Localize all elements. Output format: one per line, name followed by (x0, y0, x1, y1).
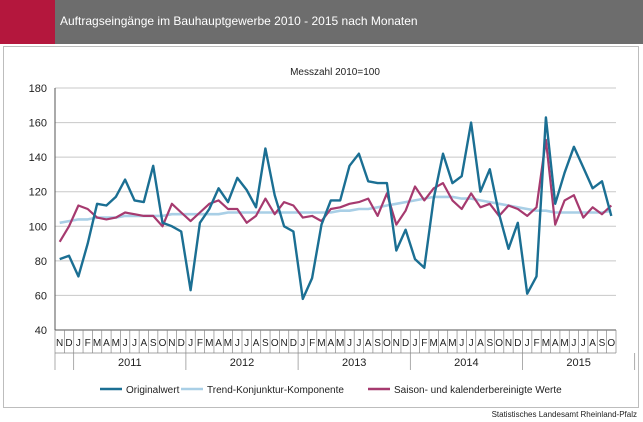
month-label: J (356, 338, 361, 349)
month-label: J (123, 338, 128, 349)
y-tick-label: 80 (35, 256, 47, 268)
month-label: A (589, 338, 596, 349)
month-label: O (607, 338, 615, 349)
year-label: 2015 (566, 357, 590, 369)
month-label: M (336, 338, 344, 349)
month-label: J (459, 338, 464, 349)
month-label: J (244, 338, 249, 349)
series-line (59, 116, 613, 301)
month-label: N (168, 338, 175, 349)
month-label: N (505, 338, 512, 349)
series-line (58, 138, 613, 243)
year-label: 2013 (342, 357, 366, 369)
month-label: F (533, 338, 539, 349)
month-label: M (448, 338, 456, 349)
month-label: A (253, 338, 260, 349)
legend-label: Originalwert (126, 385, 180, 396)
month-label: J (525, 338, 530, 349)
month-label: J (235, 338, 240, 349)
legend-label: Saison- und kalenderbereinigte Werte (394, 385, 562, 396)
month-label: A (365, 338, 372, 349)
month-label: N (56, 338, 63, 349)
month-label: J (469, 338, 474, 349)
month-label: F (197, 338, 203, 349)
month-label: M (430, 338, 438, 349)
month-label: M (112, 338, 120, 349)
chart-subtitle: Messzahl 2010=100 (290, 67, 380, 78)
month-label: F (421, 338, 427, 349)
month-label: O (495, 338, 503, 349)
month-label: N (280, 338, 287, 349)
y-tick-label: 100 (29, 221, 47, 233)
month-label: J (347, 338, 352, 349)
month-label: J (76, 338, 81, 349)
month-label: D (65, 338, 72, 349)
month-label: D (178, 338, 185, 349)
month-label: M (317, 338, 325, 349)
month-label: J (571, 338, 576, 349)
month-label: J (132, 338, 137, 349)
y-tick-label: 40 (35, 325, 47, 337)
month-label: D (402, 338, 409, 349)
year-label: 2011 (118, 357, 142, 369)
source-note: Statistisches Landesamt Rheinland-Pfalz (491, 410, 637, 419)
month-label: F (309, 338, 315, 349)
month-label: J (581, 338, 586, 349)
month-label: S (486, 338, 493, 349)
month-label: S (150, 338, 157, 349)
month-label: D (514, 338, 521, 349)
year-label: 2014 (454, 357, 478, 369)
month-label: J (188, 338, 193, 349)
month-label: N (393, 338, 400, 349)
month-label: A (103, 338, 110, 349)
month-label: S (599, 338, 606, 349)
y-tick-label: 140 (29, 152, 47, 164)
title-bar: Auftragseingänge im Bauhauptgewerbe 2010… (0, 0, 643, 44)
month-label: S (374, 338, 381, 349)
month-label: M (542, 338, 550, 349)
month-label: A (552, 338, 559, 349)
month-label: A (327, 338, 334, 349)
month-label: A (140, 338, 147, 349)
y-tick-label: 180 (29, 83, 47, 95)
month-label: O (159, 338, 167, 349)
month-label: S (262, 338, 269, 349)
month-label: J (300, 338, 305, 349)
month-label: A (477, 338, 484, 349)
month-label: M (205, 338, 213, 349)
year-label: 2012 (230, 357, 254, 369)
y-tick-label: 160 (29, 118, 47, 130)
month-label: F (85, 338, 91, 349)
month-label: O (383, 338, 391, 349)
legend-label: Trend-Konjunktur-Komponente (207, 385, 344, 396)
brand-accent (0, 0, 55, 44)
month-label: D (290, 338, 297, 349)
y-tick-label: 120 (29, 187, 47, 199)
month-label: M (224, 338, 232, 349)
month-label: A (440, 338, 447, 349)
page-title: Auftragseingänge im Bauhauptgewerbe 2010… (60, 14, 418, 28)
month-label: M (93, 338, 101, 349)
month-label: O (271, 338, 279, 349)
chart-panel (3, 46, 639, 408)
month-label: M (560, 338, 568, 349)
y-tick-label: 60 (35, 290, 47, 302)
month-label: A (215, 338, 222, 349)
month-label: J (412, 338, 417, 349)
